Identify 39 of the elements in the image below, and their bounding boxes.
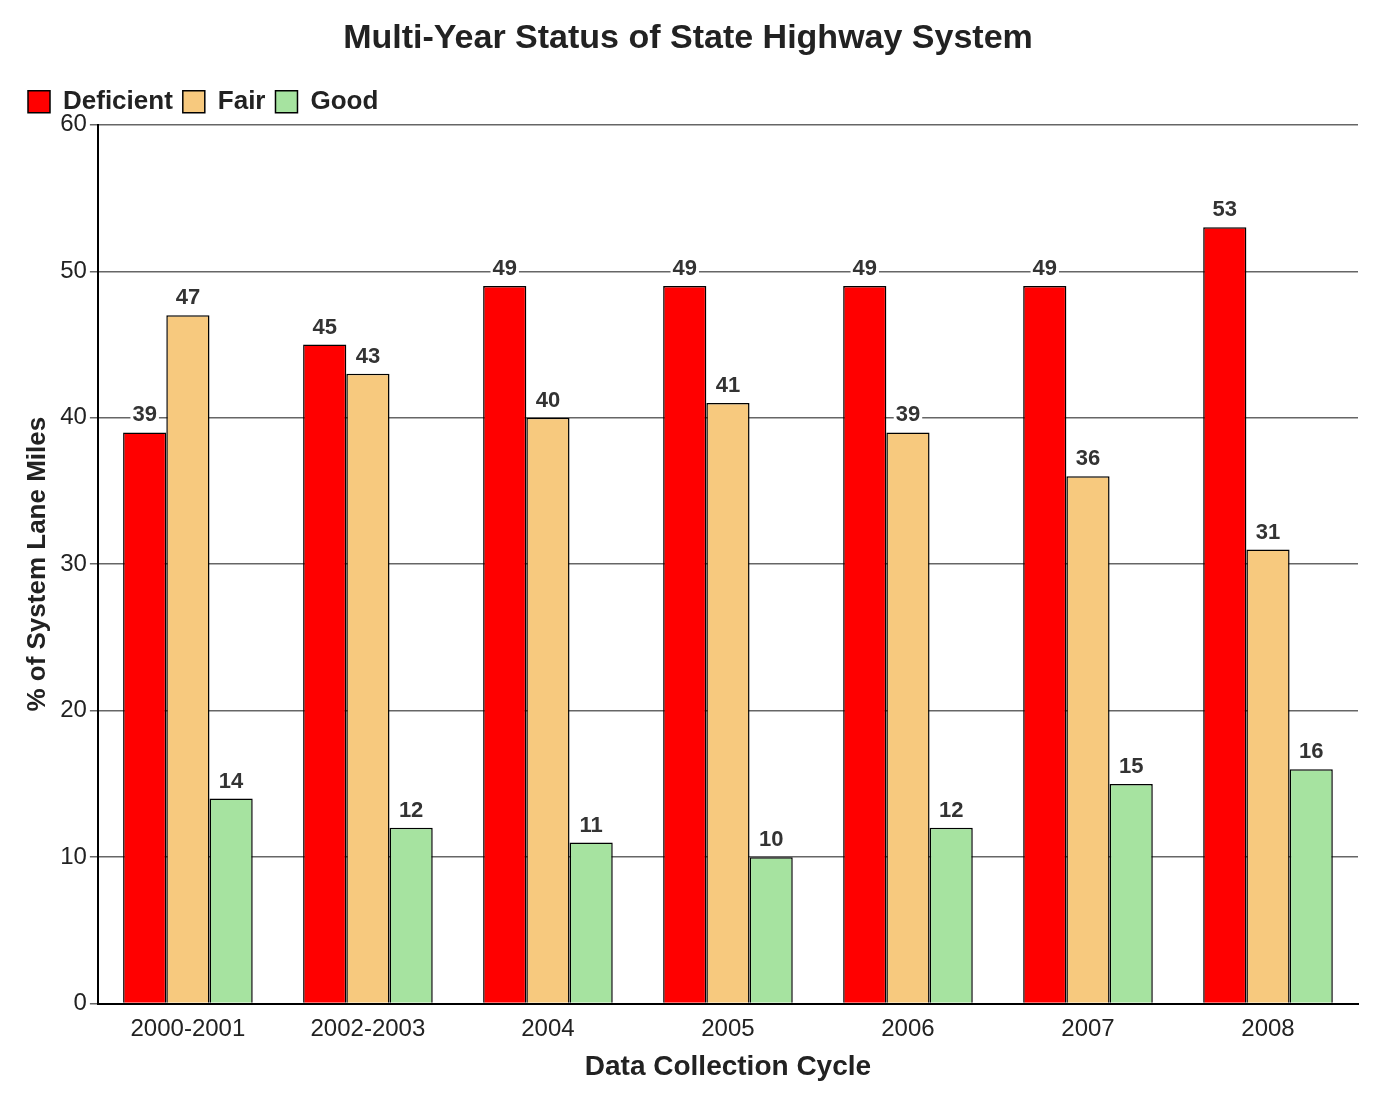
data-label: 36 [1075, 445, 1101, 471]
data-label: 12 [398, 796, 424, 822]
data-label: 43 [355, 342, 381, 368]
x-axis-title: Data Collection Cycle [584, 1049, 872, 1081]
x-tick-label: 2008 [1241, 1013, 1295, 1041]
data-label: 16 [1298, 738, 1324, 764]
data-label: 10 [758, 826, 784, 852]
x-tick-label: 2000-2001 [130, 1013, 246, 1041]
x-tick-label: 2005 [701, 1013, 755, 1041]
x-tick-label: 2004 [521, 1013, 575, 1041]
y-tick-label: 10 [60, 841, 87, 869]
data-label: 11 [579, 811, 603, 837]
data-label: 40 [535, 386, 561, 412]
chart-title: Multi-Year Status of State Highway System [343, 16, 1033, 55]
y-axis-title: % of System Lane Miles [20, 416, 51, 712]
y-tick-label: 20 [60, 695, 87, 723]
data-label: 39 [895, 401, 921, 427]
data-label: 49 [852, 254, 877, 280]
data-label: 47 [175, 284, 201, 310]
data-label: 49 [672, 254, 697, 280]
data-label: 53 [1212, 196, 1238, 222]
x-tick-label: 2002-2003 [310, 1013, 426, 1041]
data-label: 31 [1255, 518, 1281, 544]
data-label: 39 [132, 401, 157, 427]
data-label: 14 [218, 767, 245, 793]
x-tick-label: 2007 [1061, 1013, 1115, 1041]
data-label: 15 [1118, 752, 1144, 778]
data-label: 45 [312, 313, 337, 339]
y-tick-label: 40 [60, 402, 87, 430]
legend-label: Good [310, 84, 379, 115]
data-label: 41 [715, 372, 741, 398]
legend-label: Fair [217, 84, 266, 115]
data-label: 12 [938, 796, 964, 822]
y-tick-label: 0 [73, 988, 87, 1016]
data-label: 49 [1032, 254, 1058, 280]
x-tick-label: 2006 [881, 1013, 935, 1041]
data-label: 49 [492, 254, 517, 280]
y-tick-label: 30 [60, 548, 87, 576]
y-tick-label: 50 [60, 255, 87, 283]
